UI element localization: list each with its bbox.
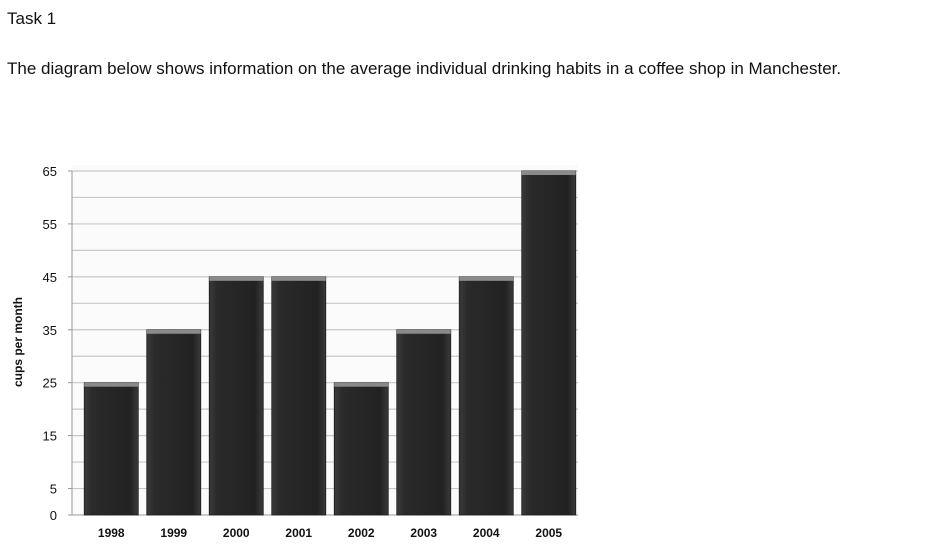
bar-2005 (521, 170, 577, 516)
bars-layer (83, 170, 577, 516)
bar-body (83, 382, 139, 516)
bar-body (333, 382, 389, 516)
bar-2003 (396, 329, 452, 516)
y-tick-label: 55 (43, 217, 57, 232)
y-tick-label: 15 (43, 429, 57, 444)
bar-2001 (271, 276, 327, 516)
bar-2002 (333, 382, 389, 516)
bar-1998 (83, 382, 139, 516)
x-labels: 1998 1999 2000 2001 2002 2003 2004 2005 (98, 526, 563, 540)
x-tick-label: 2005 (535, 526, 562, 540)
bar-cap (334, 382, 389, 387)
x-tick-label: 2004 (473, 526, 500, 540)
x-tick-label: 1998 (98, 526, 125, 540)
bar-cap (459, 276, 514, 281)
bar-body (271, 276, 327, 516)
x-tick-label: 2001 (285, 526, 312, 540)
bar-cap (209, 276, 264, 281)
bar-body (521, 170, 577, 516)
x-tick-label: 2002 (348, 526, 375, 540)
bar-cap (521, 171, 576, 175)
x-tick-label: 2003 (410, 526, 437, 540)
y-tick-label: 35 (43, 323, 57, 338)
y-tick-label: 45 (43, 270, 57, 285)
bar-cap (271, 276, 326, 281)
bar-body (458, 276, 514, 516)
y-ticks: 0 5 15 25 35 45 55 65 (43, 164, 72, 523)
task-title: Task 1 (7, 9, 57, 28)
bar-cap (396, 329, 451, 334)
bar-cap (84, 382, 139, 387)
bar-body (146, 329, 202, 516)
x-tick-label: 1999 (160, 526, 187, 540)
bar-2000 (208, 276, 264, 516)
y-tick-label: 65 (43, 164, 57, 179)
y-axis-label: cups per month (11, 297, 25, 387)
y-tick-label: 5 (50, 482, 57, 497)
bar-2004 (458, 276, 514, 516)
x-tick-label: 2000 (223, 526, 250, 540)
bar-cap (146, 329, 201, 334)
y-tick-label: 0 (50, 508, 57, 523)
bar-body (208, 276, 264, 516)
task-prompt: The diagram below shows information on t… (7, 59, 842, 78)
y-tick-label: 25 (43, 376, 57, 391)
bar-1999 (146, 329, 202, 516)
bar-body (396, 329, 452, 516)
